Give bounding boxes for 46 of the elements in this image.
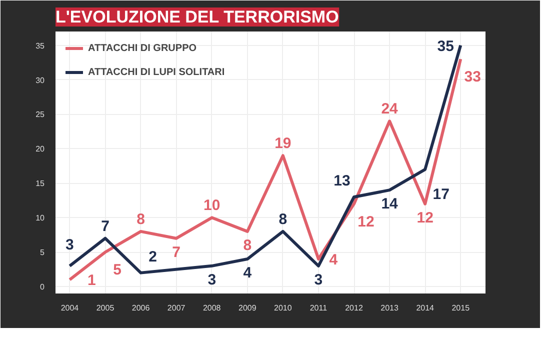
legend-label: ATTACCHI DI LUPI SOLITARI (88, 66, 225, 78)
data-label: 12 (358, 213, 374, 230)
data-label: 2 (148, 248, 157, 266)
data-label: 12 (416, 209, 434, 226)
x-tick-label: 2015 (452, 304, 470, 312)
x-tick-label: 2005 (96, 304, 115, 312)
data-label: 8 (278, 210, 288, 228)
chart-title: L'EVOLUZIONE DEL TERRORISMO (56, 8, 339, 26)
data-label: 5 (113, 262, 122, 279)
y-tick-label: 5 (40, 248, 46, 258)
data-label: 3 (314, 271, 323, 288)
data-label: 10 (204, 197, 220, 214)
data-label: 7 (172, 244, 180, 261)
data-label: 4 (243, 264, 252, 282)
data-label: 7 (101, 218, 110, 235)
data-label: 3 (208, 271, 216, 288)
data-label: 19 (274, 135, 292, 152)
data-label: 24 (381, 100, 399, 118)
data-label: 14 (381, 196, 399, 213)
y-tick-label: 15 (36, 179, 46, 188)
y-tick-label: 30 (36, 76, 46, 85)
y-tick-label: 20 (36, 144, 46, 154)
data-label: 8 (136, 210, 145, 228)
y-tick-label: 0 (40, 282, 46, 292)
data-label: 4 (329, 252, 338, 269)
x-tick-label: 2010 (274, 304, 292, 312)
x-tick-label: 2004 (60, 304, 80, 312)
data-label: 8 (243, 236, 252, 254)
y-tick-label: 10 (36, 214, 46, 223)
data-label: 13 (334, 172, 350, 190)
x-tick-label: 2009 (238, 304, 257, 312)
data-label: 3 (66, 236, 74, 254)
x-tick-label: 2013 (380, 304, 399, 312)
x-tick-label: 2008 (202, 304, 222, 312)
legend-label: ATTACCHI DI GRUPPO (88, 42, 197, 54)
x-tick-label: 2006 (132, 304, 150, 312)
y-tick-label: 35 (36, 41, 46, 50)
y-tick-label: 25 (36, 110, 46, 120)
x-tick-label: 2011 (310, 304, 328, 312)
data-label: 17 (432, 186, 450, 203)
x-tick-label: 2007 (167, 304, 186, 312)
data-label: 1 (88, 272, 96, 290)
x-tick-label: 2014 (416, 304, 435, 312)
data-label: 33 (464, 68, 481, 86)
data-label: 35 (437, 38, 454, 55)
x-tick-label: 2012 (345, 304, 364, 312)
